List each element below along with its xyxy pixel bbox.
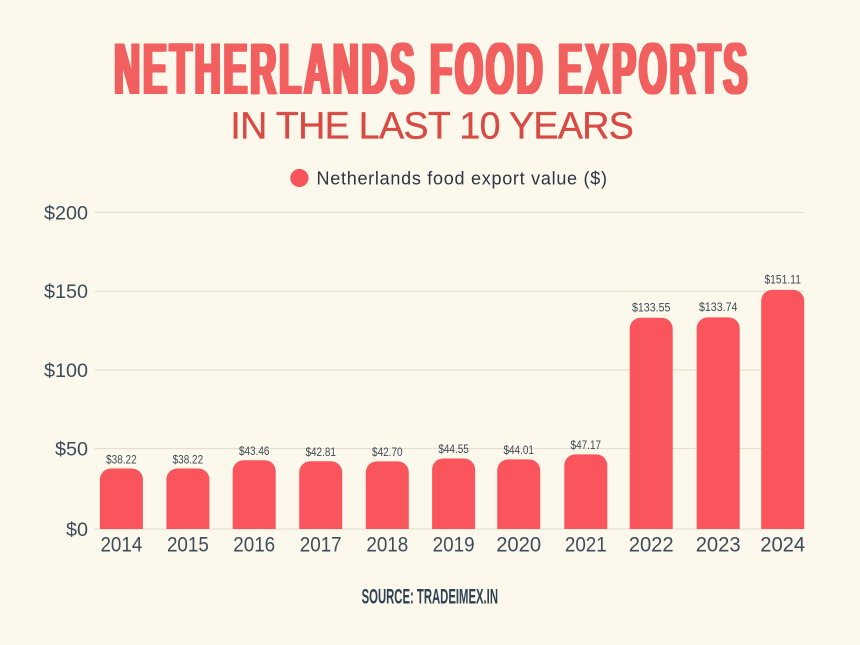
svg-text:$133.55: $133.55 — [632, 300, 671, 314]
svg-text:$42.70: $42.70 — [372, 445, 403, 459]
svg-text:NETHERLANDS FOOD EXPORTS: NETHERLANDS FOOD EXPORTS — [116, 28, 752, 110]
svg-text:Netherlands food export value: Netherlands food export value ($) — [317, 168, 608, 188]
svg-text:2020: 2020 — [496, 534, 541, 557]
svg-text:$42.81: $42.81 — [305, 445, 336, 459]
svg-text:2017: 2017 — [300, 534, 342, 557]
svg-text:2018: 2018 — [366, 534, 408, 557]
svg-text:IN THE LAST 10 YEARS: IN THE LAST 10 YEARS — [230, 104, 633, 146]
svg-text:NETHERLANDS FOOD EXPORTS: NETHERLANDS FOOD EXPORTS — [112, 28, 748, 110]
svg-text:$150: $150 — [44, 281, 88, 303]
svg-text:$50: $50 — [55, 439, 88, 461]
svg-text:$47.17: $47.17 — [571, 438, 602, 452]
svg-text:2024: 2024 — [760, 534, 805, 557]
svg-text:2022: 2022 — [629, 534, 674, 557]
svg-text:$0: $0 — [66, 519, 88, 541]
svg-text:2019: 2019 — [433, 534, 475, 557]
svg-text:2021: 2021 — [565, 534, 607, 557]
svg-text:$100: $100 — [44, 360, 88, 382]
svg-text:NETHERLANDS FOOD EXPORTS: NETHERLANDS FOOD EXPORTS — [114, 28, 750, 110]
svg-text:2016: 2016 — [233, 534, 275, 557]
svg-text:2014: 2014 — [100, 534, 142, 557]
svg-text:SOURCE: TRADEIMEX.IN: SOURCE: TRADEIMEX.IN — [362, 584, 498, 608]
svg-text:$44.55: $44.55 — [438, 442, 469, 456]
svg-text:$44.01: $44.01 — [503, 443, 534, 457]
svg-text:$43.46: $43.46 — [239, 444, 270, 458]
svg-text:$38.22: $38.22 — [106, 453, 137, 467]
svg-text:2015: 2015 — [167, 534, 209, 557]
svg-text:2023: 2023 — [696, 534, 741, 557]
svg-text:$133.74: $133.74 — [699, 300, 738, 314]
svg-text:$38.22: $38.22 — [173, 453, 204, 467]
svg-text:$200: $200 — [44, 202, 88, 224]
svg-text:$151.11: $151.11 — [764, 273, 801, 287]
